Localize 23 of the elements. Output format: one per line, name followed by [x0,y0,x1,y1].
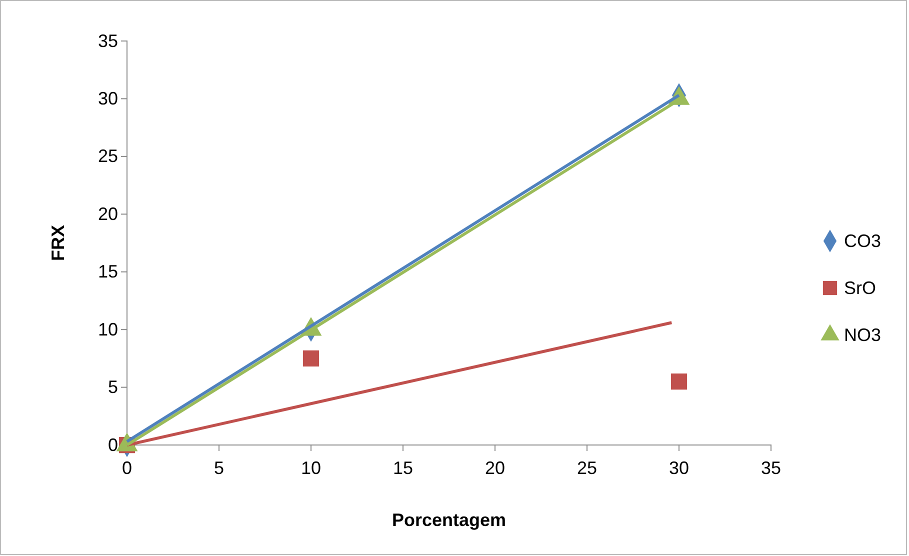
x-tick-label: 25 [576,458,598,478]
y-tick-label: 25 [98,146,118,166]
x-tick-label: 5 [214,458,224,478]
y-tick-label: 35 [98,30,118,51]
x-tick-label: 35 [760,458,782,478]
legend-label: SrO [844,278,876,298]
y-tick-label: 10 [98,319,118,340]
legend-label: CO3 [844,231,882,251]
y-tick-label: 20 [98,204,118,224]
x-tick-label: 15 [392,458,414,478]
y-tick-label: 15 [98,262,118,282]
x-tick-label: 0 [122,458,132,478]
x-tick-label: 10 [300,458,322,478]
point [670,373,688,390]
x-axis-title: Porcentagem [392,510,506,530]
y-axis-title: FRX [48,225,68,261]
y-tick-label: 5 [108,377,118,398]
x-tick-label: 30 [668,458,690,478]
y-tick-label: 30 [98,88,118,108]
legend-label: NO3 [844,325,882,345]
point [302,350,320,366]
y-tick-label: 0 [108,434,118,455]
x-tick-label: 20 [484,458,506,478]
